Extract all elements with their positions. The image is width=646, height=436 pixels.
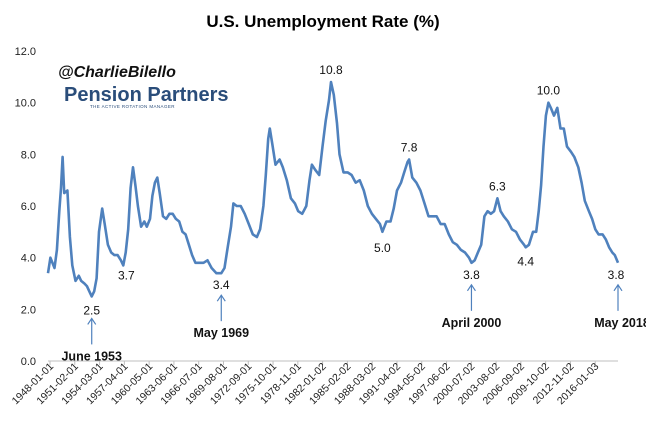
y-tick-label: 4.0 bbox=[21, 253, 36, 265]
data-label: 3.7 bbox=[118, 268, 135, 282]
annotation-arrowhead bbox=[87, 317, 97, 325]
data-label: 10.8 bbox=[319, 63, 343, 77]
x-axis: 1948-01-011951-02-011954-03-011957-04-01… bbox=[10, 360, 618, 407]
annotation-arrowhead bbox=[613, 283, 623, 292]
annotation-arrowhead bbox=[466, 283, 476, 292]
annotations: June 1953 May 1969 April 2000 May 2018 bbox=[61, 283, 646, 363]
y-axis: 0.0 2.0 4.0 6.0 8.0 10.0 12.0 bbox=[15, 46, 36, 368]
y-tick-label: 0.0 bbox=[21, 356, 36, 368]
data-label: 2.5 bbox=[83, 303, 100, 317]
data-label: 7.8 bbox=[401, 141, 418, 155]
logo-tagline: THE ACTIVE ROTATION MANAGER bbox=[90, 104, 175, 109]
y-tick-label: 6.0 bbox=[21, 201, 36, 213]
chart-title: U.S. Unemployment Rate (%) bbox=[206, 12, 439, 31]
data-label: 5.0 bbox=[374, 241, 391, 255]
annotation-label: May 2018 bbox=[594, 316, 646, 330]
unemployment-line bbox=[46, 80, 620, 298]
annotation-arrowhead bbox=[216, 294, 226, 302]
annotation-label: April 2000 bbox=[442, 316, 502, 330]
data-label: 3.4 bbox=[213, 278, 230, 292]
data-labels: 2.5 3.7 3.4 10.8 5.0 7.8 3.8 6.3 4.4 10.0 3.8 bbox=[83, 63, 624, 317]
data-label: 3.8 bbox=[608, 268, 625, 282]
data-label: 6.3 bbox=[489, 179, 506, 193]
y-tick-label: 2.0 bbox=[21, 304, 36, 316]
data-label: 10.0 bbox=[537, 84, 561, 98]
y-tick-label: 12.0 bbox=[15, 46, 36, 58]
y-tick-label: 8.0 bbox=[21, 149, 36, 161]
twitter-handle: @CharlieBilello bbox=[58, 64, 176, 81]
branding: @CharlieBilello Pension Partners THE ACT… bbox=[58, 64, 229, 109]
annotation-label: May 1969 bbox=[193, 326, 249, 340]
data-label: 3.8 bbox=[463, 268, 480, 282]
data-label: 4.4 bbox=[517, 254, 534, 268]
y-tick-label: 10.0 bbox=[15, 98, 36, 110]
annotation-label: June 1953 bbox=[61, 349, 122, 363]
logo-text: Pension Partners bbox=[64, 84, 229, 106]
